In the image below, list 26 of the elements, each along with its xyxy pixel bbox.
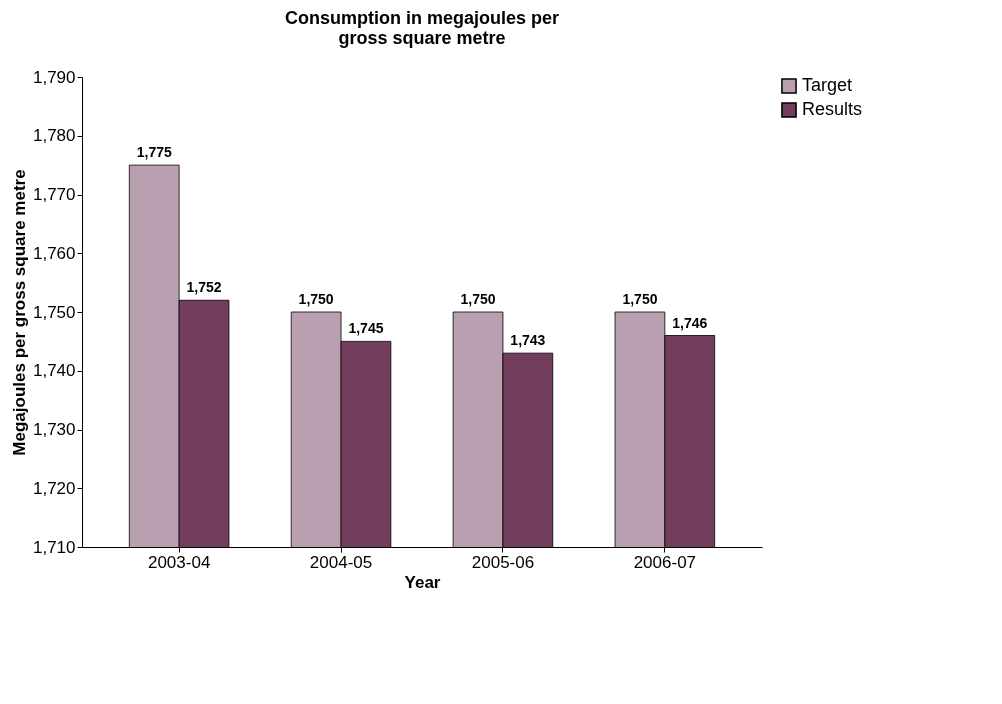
data-label: 1,746 <box>672 314 708 331</box>
y-tick-label: 1,780 <box>32 126 76 146</box>
x-tick-label: 2006-07 <box>633 552 697 572</box>
data-label: 1,750 <box>622 291 658 307</box>
y-tick-label: 1,710 <box>32 537 76 557</box>
y-tick-label: 1,750 <box>32 302 76 322</box>
y-tick-label: 1,720 <box>32 478 76 498</box>
data-label: 1,750 <box>460 291 496 307</box>
data-label: 1,775 <box>136 144 172 161</box>
x-tick-label: 2004-05 <box>309 552 373 572</box>
y-tick-label: 1,730 <box>32 420 76 439</box>
y-tick-label: 1,760 <box>32 243 76 263</box>
data-label: 1,750 <box>298 291 334 307</box>
legend-label: Target <box>802 75 853 95</box>
x-tick-label: 2003-04 <box>147 552 211 572</box>
chart-title: Consumption in megajoules per gross square metre <box>284 8 560 48</box>
data-label: 1,743 <box>510 332 546 349</box>
data-label: 1,745 <box>348 320 384 337</box>
legend-label: Results <box>802 99 863 119</box>
x-axis-title: Year <box>404 572 441 592</box>
y-tick-label: 1,740 <box>32 361 76 381</box>
y-tick-label: 1,790 <box>32 67 76 87</box>
y-tick-label: 1,770 <box>32 185 76 204</box>
data-label: 1,752 <box>186 279 222 296</box>
x-tick-label: 2005-06 <box>471 552 535 572</box>
y-axis-title: Megajoules per gross square metre <box>9 169 29 456</box>
